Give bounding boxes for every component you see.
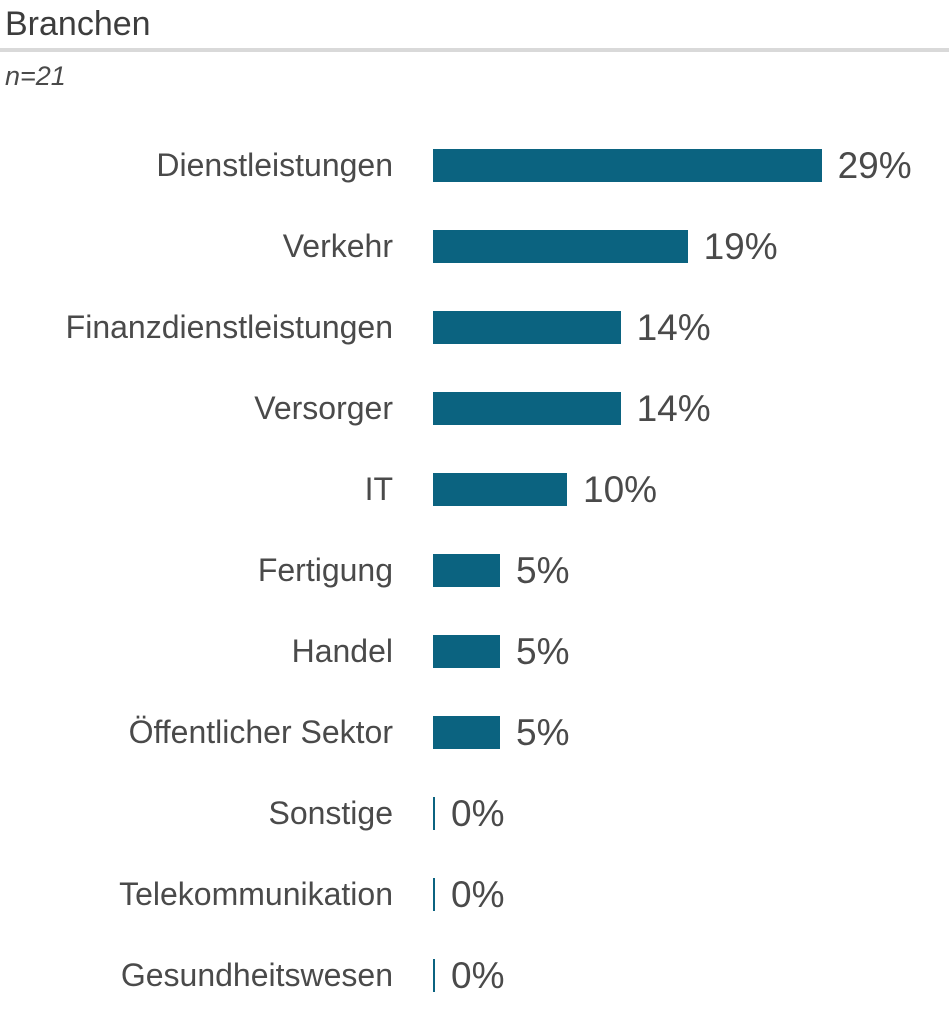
bar [433,554,500,587]
bar-cell: 5% [433,530,569,611]
value-label: 5% [516,711,570,753]
category-label: Dienstleistungen [156,147,393,183]
zero-value-tick [433,878,435,911]
bar [433,473,567,506]
chart-row: Sonstige 0% [0,773,949,854]
title-divider [0,48,949,52]
value-label: 19% [703,225,778,267]
bar [433,149,822,182]
chart-row: Dienstleistungen 29% [0,125,949,206]
bar-cell: 5% [433,692,569,773]
chart-row: Handel 5% [0,611,949,692]
bar-cell: 14% [433,287,711,368]
value-label: 29% [837,144,912,186]
category-label: Gesundheitswesen [120,957,393,993]
chart-row: Versorger 14% [0,368,949,449]
bar-cell: 0% [433,935,504,1016]
value-label: 14% [636,306,711,348]
category-label: IT [364,471,393,507]
bar [433,311,621,344]
category-label: Finanzdienstleistungen [65,309,393,345]
bar-cell: 0% [433,773,504,854]
category-label: Verkehr [282,228,393,264]
bar-chart: Dienstleistungen 29% Verkehr 19% Finanzdiens… [0,125,949,1016]
category-label: Fertigung [257,552,393,588]
category-label: Versorger [254,390,393,426]
sample-size-label: n=21 [5,61,66,91]
zero-value-tick [433,959,435,992]
category-label: Öffentlicher Sektor [128,714,393,750]
chart-row: Öffentlicher Sektor 5% [0,692,949,773]
chart-row: Finanzdienstleistungen 14% [0,287,949,368]
bar-cell: 10% [433,449,657,530]
bar [433,635,500,668]
chart-row: IT 10% [0,449,949,530]
bar-cell: 5% [433,611,569,692]
chart-row: Gesundheitswesen 0% [0,935,949,1016]
bar [433,392,621,425]
value-label: 0% [451,954,505,996]
chart-row: Telekommunikation 0% [0,854,949,935]
category-label: Telekommunikation [119,876,393,912]
value-label: 0% [451,873,505,915]
bar [433,716,500,749]
category-label: Sonstige [268,795,393,831]
category-label: Handel [291,633,393,669]
chart-row: Fertigung 5% [0,530,949,611]
value-label: 5% [516,630,570,672]
bar [433,230,688,263]
value-label: 0% [451,792,505,834]
bar-cell: 0% [433,854,504,935]
bar-cell: 19% [433,206,778,287]
value-label: 10% [583,468,658,510]
zero-value-tick [433,797,435,830]
page-title: Branchen [5,5,151,43]
value-label: 14% [636,387,711,429]
bar-cell: 29% [433,125,912,206]
bar-cell: 14% [433,368,711,449]
chart-row: Verkehr 19% [0,206,949,287]
value-label: 5% [516,549,570,591]
